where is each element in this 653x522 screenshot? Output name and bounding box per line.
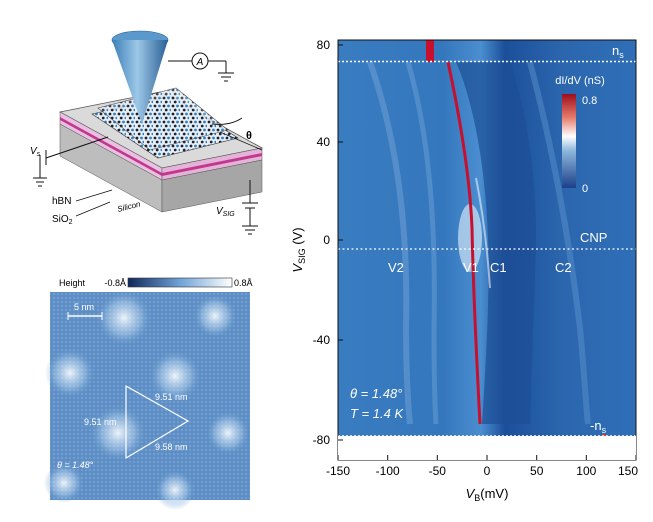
y-axis-label: VSIG (V) [290,227,307,272]
ns-top-label: ns [612,43,624,60]
scalebar-label: 5 nm [74,302,94,312]
height-colorbar-title: Height [59,278,86,288]
triangle-side-top: 9.51 nm [155,392,188,402]
vs-source [33,136,109,187]
triangle-side-bottom: 9.58 nm [155,442,188,452]
y-tick-label: 0 [323,233,330,247]
layer-label-hbn: hBN [52,196,71,207]
theta-arc [211,117,243,125]
height-colorbar-max: 0.8Å [234,278,253,288]
ns-bottom-label: -ns [590,418,607,435]
layer-label-sio2: SiO2 [52,214,73,226]
vsig-source [242,180,258,235]
sio2-leader [75,201,111,217]
didv-map-panel: 80 40 0 -40 -80 VSIG (V) -150 -100 -50 0… [290,38,638,503]
ns-top-feature [426,40,434,62]
x-tick-label: 0 [484,464,491,478]
topography-angle-note: θ = 1.48° [57,460,94,470]
map-colorbar [562,94,576,188]
height-colorbar [127,277,233,288]
y-axis: 80 40 0 -40 -80 [313,38,343,447]
schematic-panel: A θ Vs hBN SiO2 Silicon VSIG [30,30,264,235]
x-tick-label: 100 [576,464,596,478]
vsig-label: VSIG [216,206,235,218]
triangle-side-left: 9.51 nm [84,417,117,427]
x-tick-label: 50 [530,464,544,478]
c1-label: C1 [490,260,507,275]
topography-image [44,290,250,510]
y-tick-label: 40 [317,135,331,149]
theta-leader [219,131,263,151]
x-tick-label: -100 [376,464,400,478]
v1-resonance-line [446,61,482,425]
x-axis-label: VB(mV) [466,486,509,503]
map-annotation-temperature: T = 1.4 K [350,406,404,421]
map-colorbar-min: 0 [582,183,588,195]
x-tick-label: 150 [618,464,638,478]
x-tick-label: -150 [326,464,350,478]
v2-label: V2 [388,260,404,275]
layer-label-silicon: Silicon [116,199,142,214]
map-colorbar-label: dI/dV (nS) [555,75,605,87]
map-colorbar-max: 0.8 [582,95,597,107]
ammeter-label: A [196,57,204,68]
ammeter-circuit [168,52,234,82]
didv-map-image [338,40,636,439]
height-colorbar-min: -0.8Å [104,278,126,288]
y-tick-label: -80 [313,433,331,447]
v1-label: V1 [463,260,479,275]
x-tick-label: -50 [429,464,447,478]
vs-label: Vs [30,146,41,158]
c2-label: C2 [555,260,572,275]
stm-tip-icon [111,30,169,124]
hbn-leader [75,189,113,202]
map-annotation-theta: θ = 1.48° [350,386,402,401]
moire-triangle [125,384,190,460]
cnp-label: CNP [580,230,607,245]
x-axis: -150 -100 -50 0 50 100 150 [326,455,638,478]
y-tick-label: -40 [313,333,331,347]
theta-label: θ [246,130,252,142]
topography-panel: Height -0.8Å 0.8Å 5 nm 9.51 nm 9.51 nm 9… [44,277,253,510]
y-tick-label: 80 [317,38,331,52]
